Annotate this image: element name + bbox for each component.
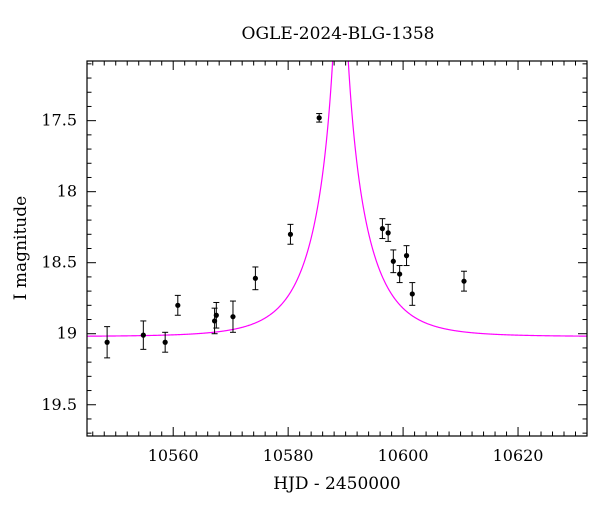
data-point — [229, 300, 236, 333]
data-points — [104, 113, 468, 359]
data-marker — [403, 253, 410, 259]
y-tick-label: 17.5 — [41, 111, 77, 130]
data-marker — [162, 339, 168, 345]
data-marker — [287, 231, 294, 237]
axis-ticks — [87, 61, 588, 436]
data-point — [174, 294, 181, 316]
data-marker — [230, 314, 236, 320]
x-axis-label: HJD - 2450000 — [273, 474, 401, 494]
x-tick-label: 10560 — [148, 446, 199, 465]
data-marker — [379, 226, 386, 232]
data-point — [162, 331, 169, 353]
data-point — [316, 113, 323, 123]
y-tick-label: 18 — [57, 182, 77, 201]
axis-tick-labels: 10560 10580 10600 10620 17.5 18 18.5 19 19.5 — [41, 111, 543, 465]
data-marker — [385, 230, 391, 236]
chart-title: OGLE-2024-BLG-1358 — [242, 24, 435, 44]
y-tick-label: 19 — [57, 324, 77, 343]
data-point — [461, 270, 468, 292]
data-marker — [252, 275, 258, 281]
data-marker — [461, 278, 467, 284]
data-marker — [140, 332, 146, 338]
y-axis-label: I magnitude — [11, 196, 31, 300]
data-point — [385, 223, 392, 242]
data-marker — [397, 271, 403, 277]
data-point — [104, 326, 111, 359]
y-tick-label: 18.5 — [41, 253, 77, 272]
y-tick-label: 19.5 — [41, 395, 77, 414]
x-tick-label: 10580 — [263, 446, 314, 465]
data-point — [409, 282, 416, 306]
data-marker — [175, 302, 181, 308]
data-marker — [104, 339, 110, 345]
data-point — [140, 320, 147, 350]
x-tick-label: 10600 — [378, 446, 429, 465]
plot-frame — [86, 60, 588, 437]
data-marker — [390, 258, 396, 264]
data-point — [403, 245, 410, 267]
data-point — [396, 265, 403, 284]
data-marker — [213, 312, 219, 318]
data-marker — [316, 115, 322, 121]
data-point — [252, 266, 259, 291]
data-point — [390, 249, 397, 274]
data-point — [287, 223, 294, 245]
data-marker — [409, 291, 415, 297]
model-curve — [87, 61, 587, 337]
data-point — [213, 301, 220, 329]
data-point — [379, 218, 386, 240]
x-tick-label: 10620 — [493, 446, 544, 465]
